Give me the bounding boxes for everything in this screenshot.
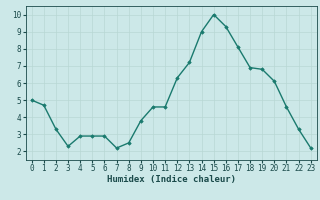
X-axis label: Humidex (Indice chaleur): Humidex (Indice chaleur): [107, 175, 236, 184]
